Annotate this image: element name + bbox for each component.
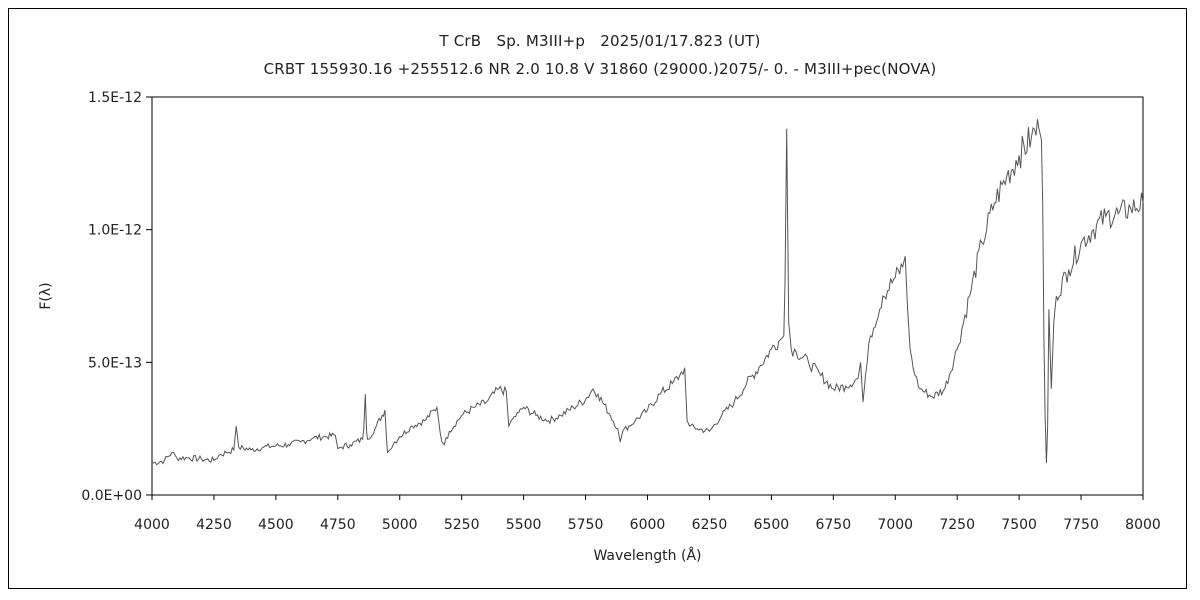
spectrum-series-line [151,119,1144,466]
x-tick-label: 8000 [1125,517,1161,533]
x-axis: 4000 4250 4500 4750 5000 5250 5500 5750 6000 6250… [134,495,1161,533]
chart-title: T CrB Sp. M3III+p 2025/01/17.823 (UT) [439,32,761,50]
y-axis: 0.0E+00 5.0E-13 1.0E-12 1.5E-12 [81,90,152,504]
x-tick-label: 5000 [382,517,418,533]
chart-subtitle: CRBT 155930.16 +255512.6 NR 2.0 10.8 V 3… [263,60,937,78]
x-tick-label: 7500 [1001,517,1037,533]
x-tick-label: 4500 [258,517,294,533]
x-tick-label: 6750 [815,517,851,533]
x-tick-label: 7250 [939,517,975,533]
y-tick-label: 1.5E-12 [88,90,142,106]
x-tick-label: 6000 [630,517,666,533]
x-axis-label: Wavelength (Å) [593,547,701,564]
x-tick-label: 6250 [692,517,728,533]
x-tick-label: 4000 [134,517,170,533]
y-tick-label: 5.0E-13 [88,355,142,371]
x-tick-label: 7000 [877,517,913,533]
x-tick-label: 5250 [444,517,480,533]
x-tick-label: 6500 [754,517,790,533]
chart-frame [8,8,1187,589]
x-tick-label: 7750 [1063,517,1099,533]
x-tick-label: 4250 [196,517,232,533]
y-tick-label: 0.0E+00 [81,488,142,504]
y-axis-label: F(λ) [38,282,54,309]
x-tick-label: 5750 [568,517,604,533]
x-tick-label: 4750 [320,517,356,533]
y-tick-label: 1.0E-12 [88,223,142,239]
x-tick-label: 5500 [506,517,542,533]
plot-area [151,96,1144,496]
